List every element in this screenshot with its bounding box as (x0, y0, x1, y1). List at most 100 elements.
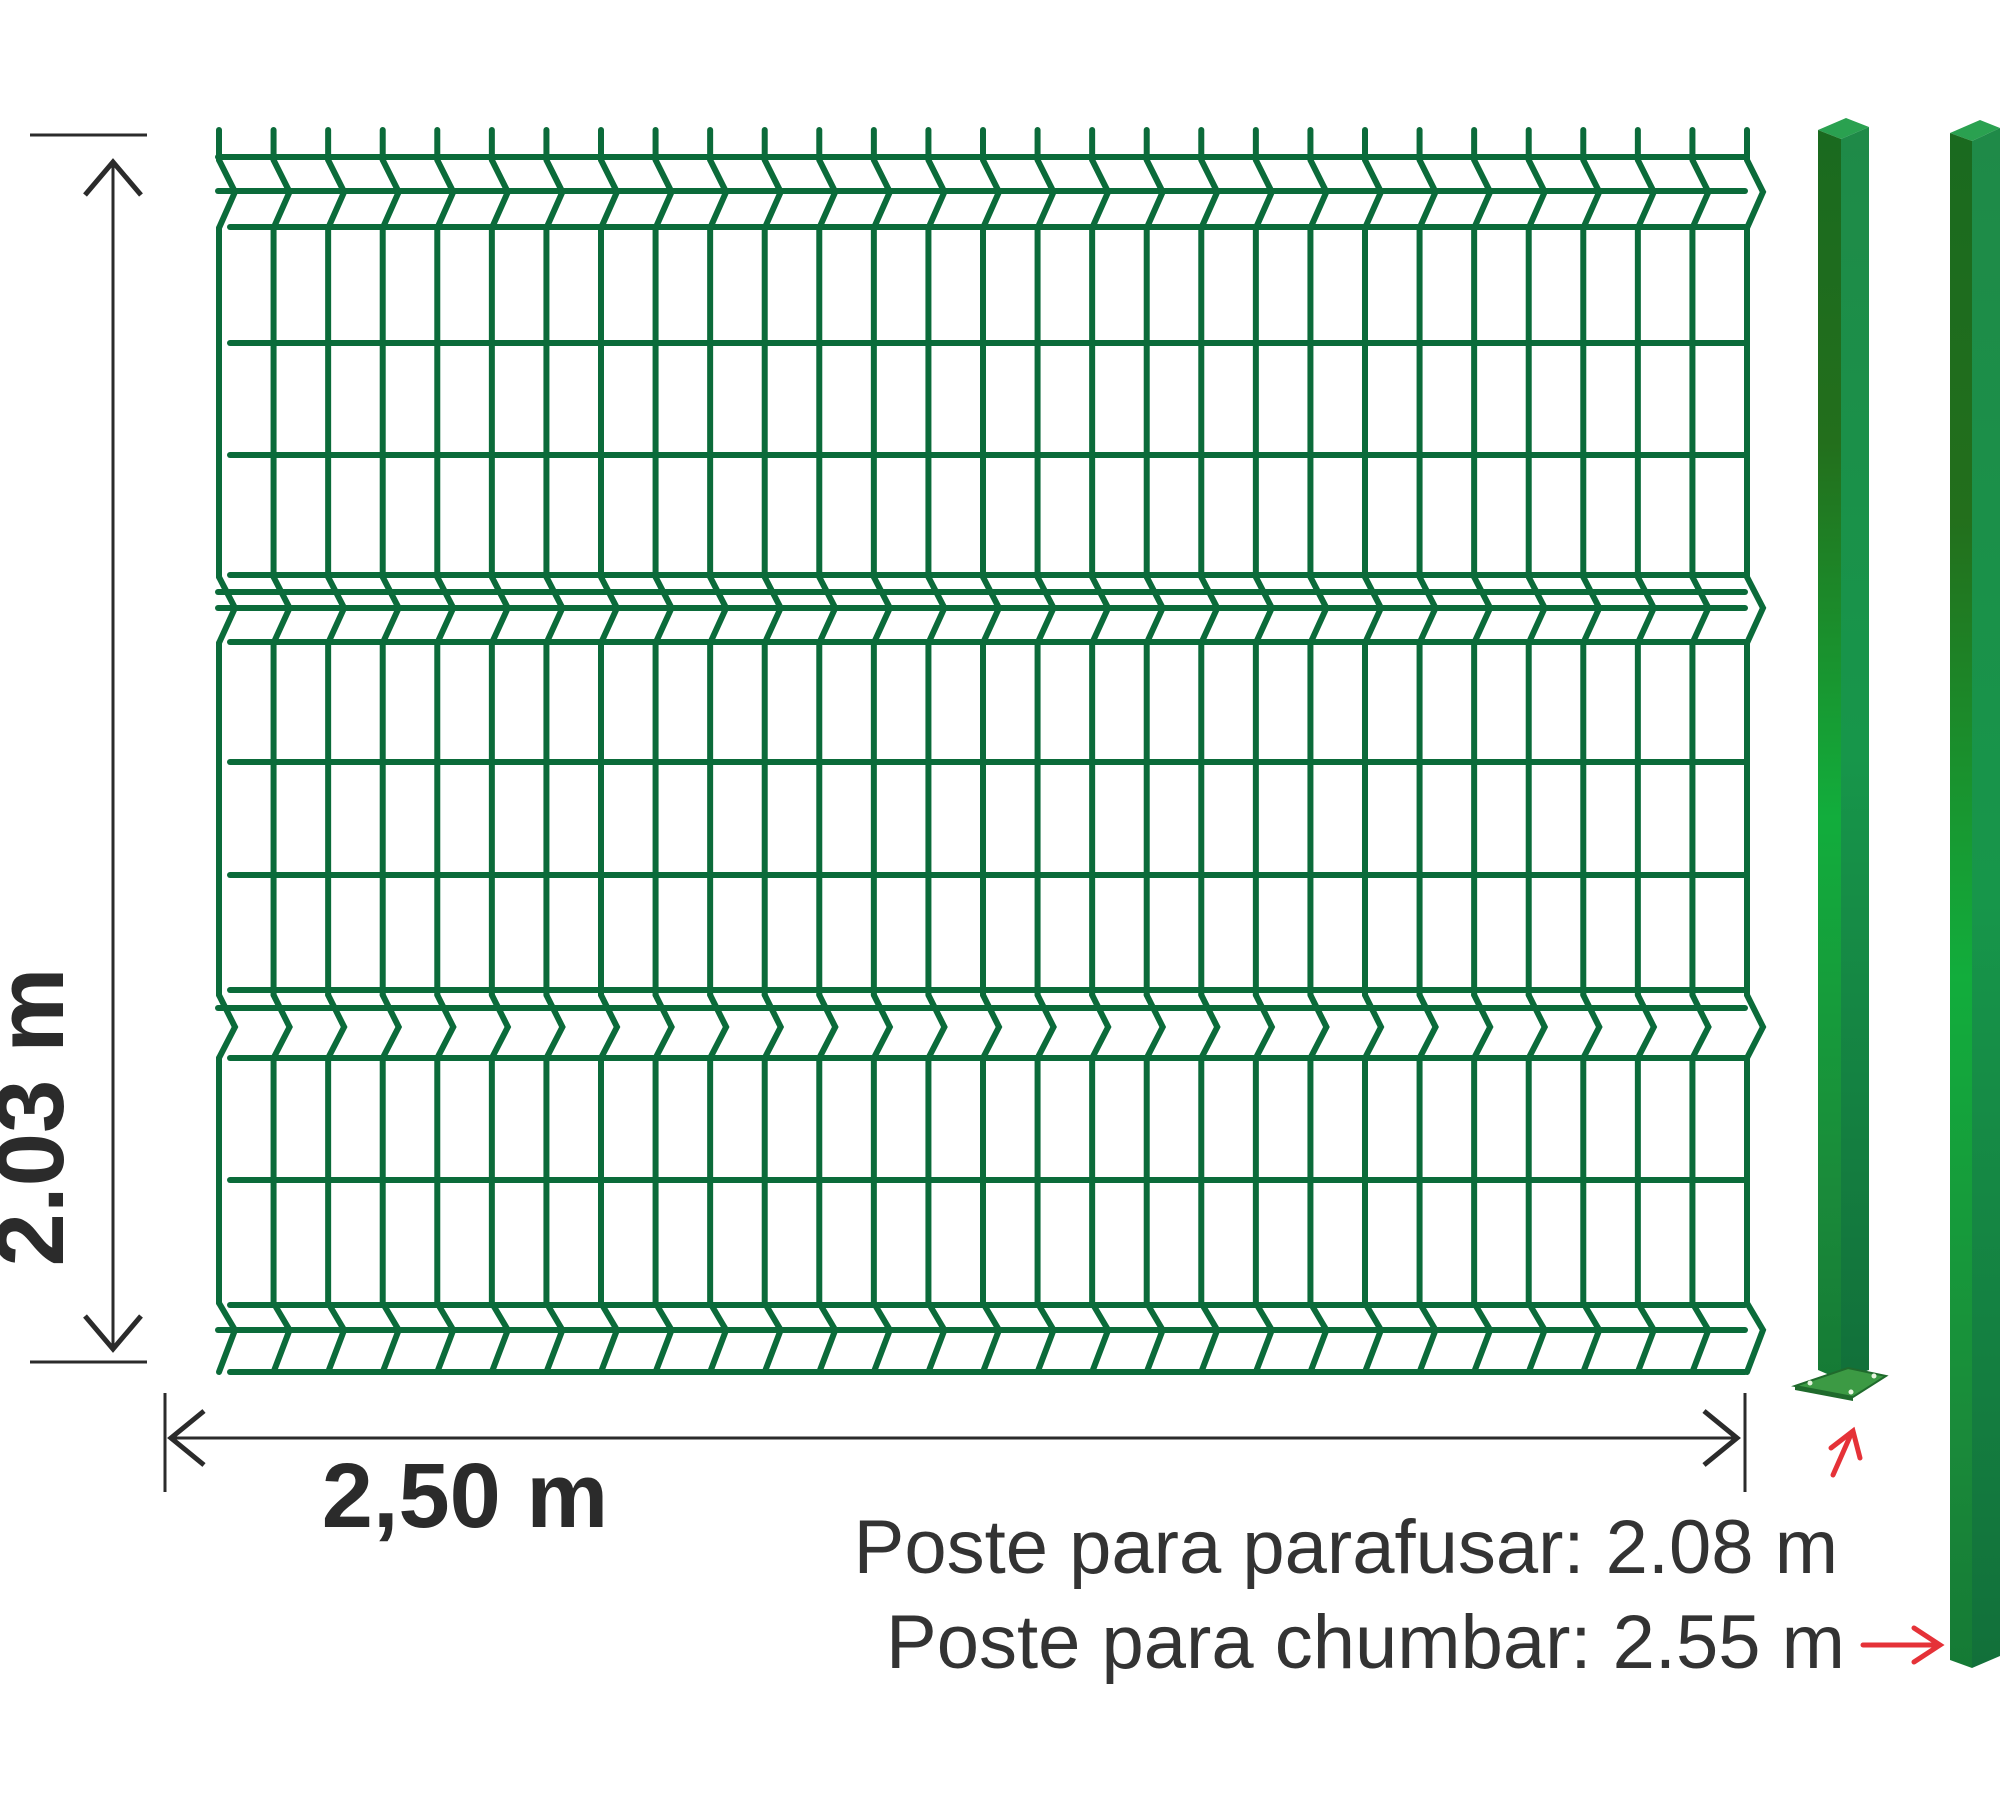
mesh-v-fold (1089, 157, 1112, 231)
mesh-v-fold (1689, 157, 1712, 231)
mesh-v-fold (816, 157, 839, 231)
fence-panel (215, 127, 1767, 1375)
mesh-v-fold (1362, 574, 1385, 646)
mesh-v-fold (216, 1300, 239, 1375)
mesh-v-fold (1089, 574, 1112, 646)
mesh-v-fold (379, 574, 403, 646)
width-left-arrowhead (167, 1409, 206, 1467)
mesh-v-fold (816, 992, 839, 1061)
mesh-v-fold (652, 574, 675, 646)
mesh-v-fold (325, 992, 348, 1061)
mesh-v-fold (1198, 157, 1221, 231)
bolted-post-base-edge (1795, 1386, 1853, 1401)
embedded-post-caption: Poste para chumbar: 2.55 m (886, 1600, 1845, 1685)
mesh-v-fold (543, 1300, 566, 1375)
mesh-v-fold (598, 157, 621, 231)
bolt-hole (1807, 1380, 1813, 1386)
mesh-v-fold (707, 157, 730, 231)
mesh-v-fold (980, 1300, 1003, 1375)
height-label: 2.03 m (0, 968, 84, 1267)
mesh-v-fold (598, 574, 621, 646)
mesh-v-fold (1143, 992, 1167, 1061)
mesh-v-fold (1089, 992, 1112, 1061)
mesh-v-fold (1307, 992, 1330, 1061)
mesh-v-fold (1198, 992, 1221, 1061)
bolted-post-caption: Poste para parafusar: 2.08 m (854, 1505, 1838, 1590)
mesh-v-fold (761, 574, 785, 646)
mesh-v-fold (488, 1300, 512, 1375)
mesh-v-fold (434, 574, 457, 646)
mesh-v-fold (870, 574, 894, 646)
mesh-v-fold (1034, 992, 1057, 1061)
mesh-v-fold (1525, 574, 1549, 646)
mesh-v-fold (1362, 157, 1385, 231)
mesh-v-fold (1143, 574, 1167, 646)
mesh-v-fold (980, 992, 1003, 1061)
bolted-post-side (1841, 127, 1869, 1380)
mesh-v-fold (1252, 1300, 1276, 1375)
mesh-v-fold (816, 574, 839, 646)
mesh-v-fold (1252, 992, 1276, 1061)
mesh-v-fold (216, 157, 239, 231)
mesh-v-fold (925, 157, 948, 231)
mesh-v-fold (870, 992, 894, 1061)
mesh-v-fold (1362, 992, 1385, 1061)
bolted-post-arrow (1828, 1426, 1863, 1478)
mesh-v-fold (980, 157, 1003, 231)
mesh-v-fold (1252, 157, 1276, 231)
mesh-v-fold (1471, 574, 1494, 646)
mesh-v-fold (1471, 992, 1494, 1061)
mesh-v-fold (1034, 1300, 1057, 1375)
mesh-v-fold (707, 992, 730, 1061)
mesh-v-fold (598, 1300, 621, 1375)
mesh-v-fold (1634, 574, 1658, 646)
mesh-v-fold (434, 1300, 457, 1375)
mesh-v-fold (1744, 1300, 1767, 1375)
mesh-v-fold (1471, 157, 1494, 231)
mesh-v-fold (488, 157, 512, 231)
mesh-v-fold (1198, 574, 1221, 646)
bolt-hole (1871, 1373, 1877, 1379)
mesh-v-fold (216, 992, 239, 1061)
mesh-v-fold (1525, 992, 1549, 1061)
embedded-post (1950, 120, 2000, 1668)
mesh-v-fold (325, 574, 348, 646)
mesh-v-fold (1744, 992, 1767, 1061)
mesh-v-fold (1034, 574, 1057, 646)
mesh-v-fold (488, 574, 512, 646)
mesh-v-fold (870, 157, 894, 231)
mesh-v-fold (270, 992, 293, 1061)
bolt-hole (1848, 1389, 1854, 1395)
mesh-v-fold (1580, 1300, 1603, 1375)
mesh-v-fold (1744, 574, 1767, 646)
mesh-v-fold (325, 1300, 348, 1375)
mesh-v-fold (707, 574, 730, 646)
mesh-v-fold (707, 1300, 730, 1375)
width-dimension (163, 1393, 1747, 1492)
mesh-v-fold (816, 1300, 839, 1375)
mesh-v-fold (1580, 992, 1603, 1061)
mesh-v-fold (1416, 992, 1439, 1061)
mesh-v-fold (270, 1300, 293, 1375)
mesh-v-fold (543, 574, 566, 646)
mesh-v-fold (761, 157, 785, 231)
mesh-v-fold (1634, 992, 1658, 1061)
mesh-v-fold (1471, 1300, 1494, 1375)
width-label: 2,50 m (322, 1445, 608, 1547)
mesh-v-fold (1143, 157, 1167, 231)
mesh-v-fold (543, 157, 566, 231)
mesh-v-fold (1580, 157, 1603, 231)
mesh-v-fold (1143, 1300, 1167, 1375)
mesh-v-fold (1416, 574, 1439, 646)
mesh-v-fold (652, 992, 675, 1061)
height-dimension (30, 133, 147, 1364)
mesh-v-fold (925, 1300, 948, 1375)
mesh-v-fold (1198, 1300, 1221, 1375)
mesh-v-fold (652, 1300, 675, 1375)
height-bottom-arrowhead (83, 1314, 143, 1353)
mesh-v-fold (1525, 1300, 1549, 1375)
mesh-v-fold (1525, 157, 1549, 231)
bolted-post (1791, 118, 1889, 1401)
mesh-v-fold (652, 157, 675, 231)
